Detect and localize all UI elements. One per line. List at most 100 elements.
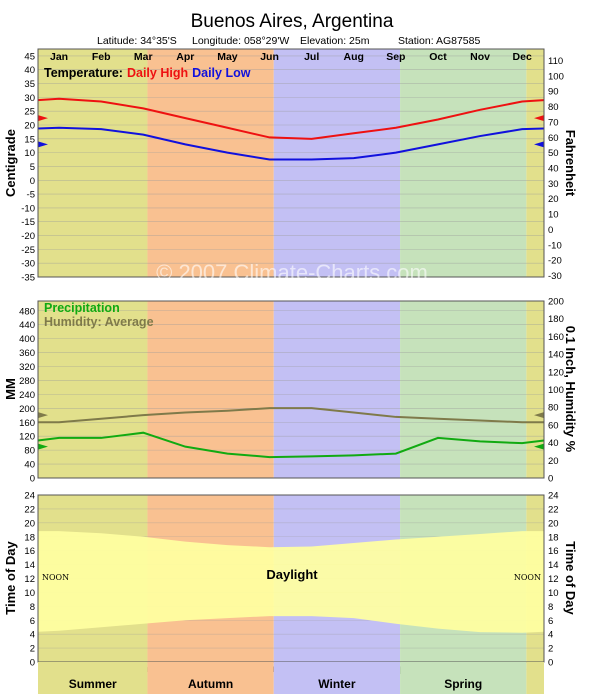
tick-label-fahrenheit: 90 <box>548 87 559 98</box>
season-band <box>38 301 148 478</box>
y-axis-label-centigrade: Centigrade <box>3 129 18 197</box>
latitude-label: Latitude: 34°35'S <box>97 35 177 47</box>
tick-label-time-left: 2 <box>30 644 35 655</box>
tick-label-time-right: 2 <box>548 644 553 655</box>
tick-label-fahrenheit: 80 <box>548 102 559 113</box>
tick-label-inch-humidity: 120 <box>548 367 564 378</box>
tick-label-centigrade: 0 <box>30 176 35 187</box>
tick-label-centigrade: 35 <box>24 79 35 90</box>
tick-label-inch-humidity: 80 <box>548 403 559 414</box>
season-strip-band <box>526 662 544 694</box>
tick-label-time-left: 12 <box>24 574 35 585</box>
season-label-autumn: Autumn <box>188 677 233 691</box>
month-label-top-oct: Oct <box>429 51 447 63</box>
y-axis-label-mm: MM <box>3 378 18 400</box>
tick-label-centigrade: -5 <box>27 190 35 201</box>
tick-label-inch-humidity: 140 <box>548 350 564 361</box>
tick-label-time-left: 22 <box>24 504 35 515</box>
tick-label-inch-humidity: 100 <box>548 385 564 396</box>
tick-label-time-left: 4 <box>30 630 35 641</box>
season-band <box>147 301 274 478</box>
mean-marker-left-high <box>38 115 48 122</box>
mean-marker-right-low <box>534 141 544 148</box>
tick-label-inch-humidity: 180 <box>548 314 564 325</box>
elevation-label: Elevation: 25m <box>300 35 370 47</box>
tick-label-time-right: 0 <box>548 658 553 669</box>
season-band <box>400 49 527 277</box>
daylight-area <box>38 531 544 633</box>
tick-label-time-left: 6 <box>30 616 35 627</box>
tick-label-fahrenheit: 10 <box>548 210 559 221</box>
tick-label-inch-humidity: 60 <box>548 420 559 431</box>
tick-label-mm: 120 <box>19 432 35 443</box>
month-label-top-aug: Aug <box>344 51 364 63</box>
longitude-label: Longitude: 058°29'W <box>192 35 289 47</box>
mean-marker-left-humidity <box>38 412 48 419</box>
season-band <box>526 301 544 478</box>
tick-label-time-left: 10 <box>24 588 35 599</box>
y-axis-label-time-left: Time of Day <box>3 541 18 615</box>
month-label-top-jun: Jun <box>260 51 279 63</box>
tick-label-mm: 40 <box>24 460 35 471</box>
tick-label-centigrade: -35 <box>21 273 35 284</box>
tick-label-time-left: 24 <box>24 491 35 502</box>
tick-label-inch-humidity: 200 <box>548 297 564 308</box>
month-label-top-apr: Apr <box>176 51 194 63</box>
tick-label-time-left: 18 <box>24 532 35 543</box>
tick-label-fahrenheit: 0 <box>548 225 553 236</box>
legend-temperature-prefix: Temperature: <box>44 66 123 80</box>
season-strip: Summer Autumn Winter Spring <box>38 662 544 694</box>
tick-label-time-right: 4 <box>548 630 553 641</box>
tick-label-time-right: 6 <box>548 616 553 627</box>
legend-daily-high: Daily High <box>127 66 188 80</box>
tick-label-centigrade: 5 <box>30 162 35 173</box>
season-strip-band <box>147 662 274 694</box>
series-line-precipitation <box>37 431 545 459</box>
tick-label-fahrenheit: -30 <box>548 271 562 282</box>
month-label-top-dec: Dec <box>513 51 532 63</box>
tick-label-centigrade: -20 <box>21 231 35 242</box>
legend-daily-low: Daily Low <box>192 66 251 80</box>
tick-label-centigrade: -30 <box>21 259 35 270</box>
tick-label-time-right: 8 <box>548 602 553 613</box>
tick-label-time-right: 22 <box>548 504 559 515</box>
tick-label-inch-humidity: 20 <box>548 456 559 467</box>
tick-label-fahrenheit: 100 <box>548 71 564 82</box>
series-line-daily-low <box>38 126 544 161</box>
tick-label-time-right: 18 <box>548 532 559 543</box>
season-strip-band <box>400 662 527 694</box>
season-band <box>273 301 401 478</box>
station-label: Station: AG87585 <box>398 35 480 47</box>
tick-label-time-left: 0 <box>30 658 35 669</box>
tick-label-time-right: 10 <box>548 588 559 599</box>
month-label-top-jan: Jan <box>50 51 68 63</box>
month-label-top-mar: Mar <box>134 51 153 63</box>
series-lines <box>37 97 545 459</box>
tick-label-inch-humidity: 0 <box>548 474 553 485</box>
season-band <box>38 49 148 277</box>
tick-label-fahrenheit: 70 <box>548 117 559 128</box>
month-label-top-feb: Feb <box>92 51 111 63</box>
tick-label-mm: 320 <box>19 362 35 373</box>
tick-label-centigrade: 25 <box>24 107 35 118</box>
tick-label-fahrenheit: 110 <box>548 56 563 67</box>
series-line-humidity <box>38 407 544 424</box>
tick-label-centigrade: 40 <box>24 65 35 76</box>
month-label-top-nov: Nov <box>470 51 490 63</box>
season-strip-band <box>273 662 401 694</box>
tick-label-fahrenheit: 30 <box>548 179 559 190</box>
series-line-daily-high <box>38 97 544 140</box>
tick-label-fahrenheit: -10 <box>548 240 562 251</box>
daylight-fill <box>38 531 544 633</box>
tick-label-centigrade: 20 <box>24 121 35 132</box>
tick-label-mm: 80 <box>24 446 35 457</box>
temperature-panel <box>37 48 545 278</box>
tick-label-inch-humidity: 40 <box>548 438 559 449</box>
season-label-spring: Spring <box>444 677 482 691</box>
season-band <box>273 49 401 277</box>
tick-label-mm: 240 <box>19 390 35 401</box>
y-axis-label-fahrenheit: Fahrenheit <box>563 130 578 197</box>
tick-label-centigrade: -15 <box>21 217 35 228</box>
mean-marker-right-humidity <box>534 412 544 419</box>
